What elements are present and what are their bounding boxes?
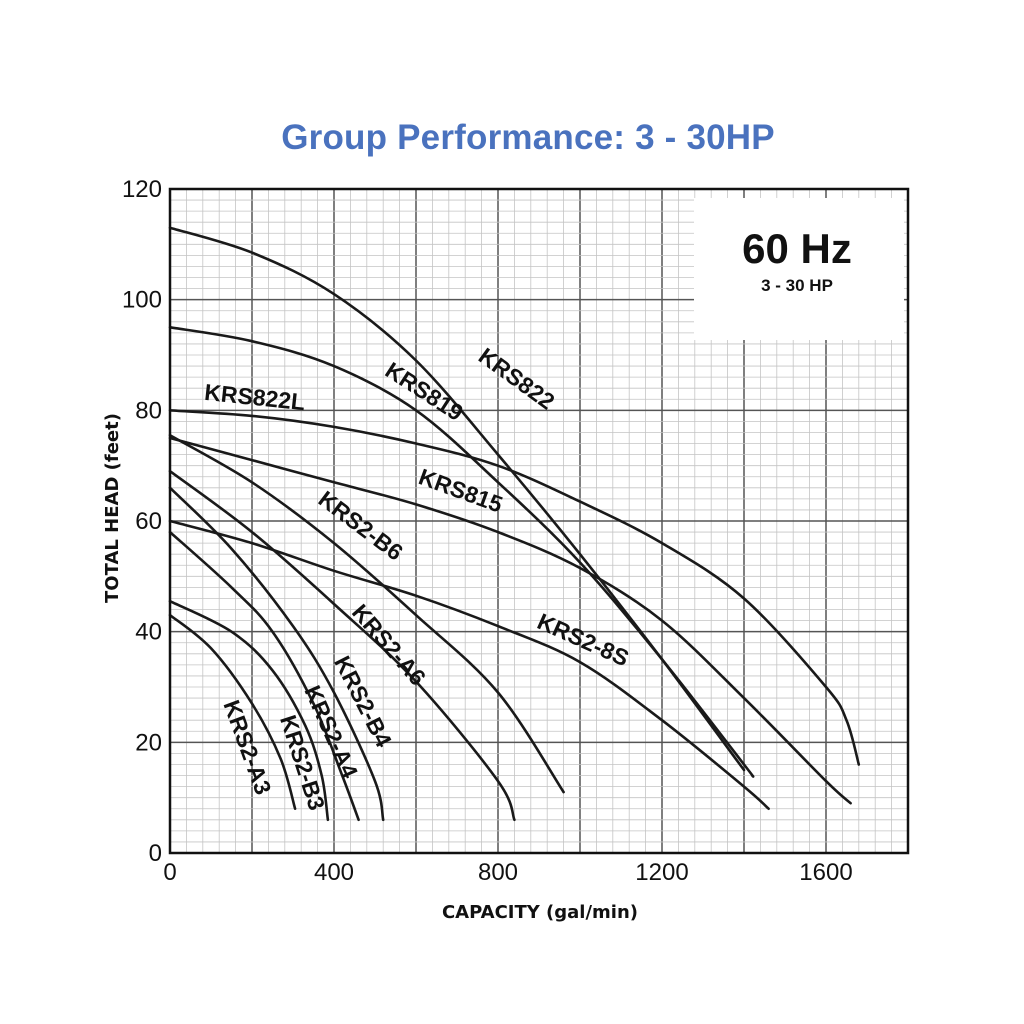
curve-krs2-a3 <box>168 613 297 810</box>
curve-krs2-b3 <box>168 599 330 822</box>
curve-label-krs822: KRS822 <box>474 342 560 414</box>
curve-krs819 <box>168 326 755 778</box>
inset-frequency-label: 60 Hz <box>742 225 852 272</box>
curve-krs2-a4 <box>168 530 360 822</box>
curve-krs2-b6 <box>168 433 565 794</box>
plot-frame <box>168 187 910 855</box>
y-tick-label: 0 <box>149 840 162 867</box>
axis-ticks: 0 400 800 1200 1600 0 20 40 60 80 100 120 <box>122 176 853 886</box>
y-tick-label: 60 <box>135 508 162 535</box>
y-tick-label: 120 <box>122 176 162 203</box>
pump-curves <box>168 226 861 822</box>
y-tick-label: 20 <box>135 729 162 756</box>
x-tick-label: 800 <box>478 859 518 886</box>
y-tick-label: 80 <box>135 397 162 424</box>
frequency-inset: 60 Hz 3 - 30 HP <box>694 198 904 340</box>
y-tick-label: 40 <box>135 619 162 646</box>
curve-krs822l <box>168 409 861 766</box>
x-tick-label: 400 <box>314 859 354 886</box>
x-tick-label: 1600 <box>799 859 852 886</box>
y-tick-label: 100 <box>122 287 162 314</box>
curve-krs815 <box>168 436 852 805</box>
x-tick-label: 1200 <box>635 859 688 886</box>
y-axis-title: TOTAL HEAD (feet) <box>102 413 123 603</box>
curve-krs2-a6 <box>168 469 516 822</box>
chart-title: Group Performance: 3 - 30HP <box>281 118 775 157</box>
x-axis-title: CAPACITY (gal/min) <box>442 902 638 923</box>
inset-power-label: 3 - 30 HP <box>761 276 833 295</box>
x-tick-label: 0 <box>163 859 176 886</box>
curve-label-krs2-a3: KRS2-A3 <box>218 697 276 798</box>
curve-label-krs2-8s: KRS2-8S <box>534 608 633 671</box>
curve-krs2-b4 <box>168 486 385 822</box>
